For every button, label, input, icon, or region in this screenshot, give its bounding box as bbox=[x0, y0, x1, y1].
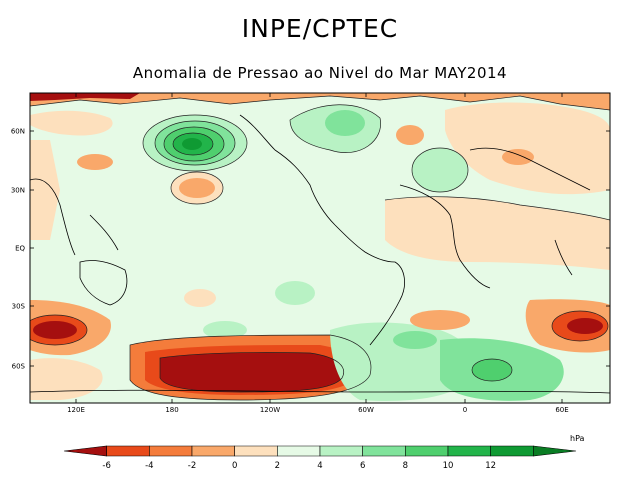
south-indian-high-core bbox=[33, 321, 77, 339]
south-atlantic-low-core bbox=[472, 359, 512, 381]
legend-color-swatch bbox=[447, 445, 491, 457]
legend-color-swatch bbox=[319, 445, 363, 457]
south-atlantic-low-outer bbox=[330, 322, 474, 401]
legend-color-swatch bbox=[277, 445, 321, 457]
lon-tick-label: 120E bbox=[67, 406, 85, 414]
map-panel bbox=[30, 93, 610, 403]
legend-tick-label: 10 bbox=[443, 461, 454, 471]
arctic-deep-low bbox=[30, 93, 140, 101]
arctic-anomaly-region bbox=[30, 93, 610, 110]
legend-tick-label: 12 bbox=[485, 461, 496, 471]
coastlines bbox=[30, 114, 610, 394]
mid-atlantic-low bbox=[412, 148, 468, 192]
north-pacific-high bbox=[179, 178, 215, 198]
contour-lines bbox=[30, 95, 610, 401]
legend-color-swatch bbox=[106, 445, 150, 457]
lon-tick-label: 60W bbox=[358, 406, 374, 414]
legend-tick-label: 8 bbox=[403, 461, 408, 471]
south-atlantic-low-west bbox=[393, 331, 437, 349]
lat-tick-label: 30N bbox=[11, 187, 25, 195]
lon-tick-label: 180 bbox=[165, 406, 178, 414]
legend-tick-label: -2 bbox=[188, 461, 196, 471]
latitude-axis: 60N 30N EQ 30S 60S bbox=[11, 128, 610, 371]
map-subtitle: Anomalia de Pressao ao Nivel do Mar MAY2… bbox=[132, 64, 508, 82]
lat-tick-label: EQ bbox=[15, 245, 25, 253]
southeast-pacific-low bbox=[203, 321, 247, 339]
europe-positive-core bbox=[502, 149, 534, 165]
aleutian-low-core bbox=[182, 138, 202, 150]
south-pacific-low bbox=[275, 281, 315, 305]
north-atlantic-low-core bbox=[325, 110, 365, 136]
eurasia-positive bbox=[445, 102, 610, 195]
legend-tick-label: -4 bbox=[145, 461, 153, 471]
lat-tick-label: 30S bbox=[12, 303, 26, 311]
south-atlantic-positive bbox=[410, 310, 470, 330]
legend-color-swatch bbox=[490, 445, 534, 457]
legend-tick-label: 6 bbox=[360, 461, 365, 471]
north-asia-anomaly bbox=[30, 110, 113, 136]
legend-color-swatch bbox=[191, 445, 235, 457]
iceland-positive bbox=[396, 125, 424, 145]
lon-tick-label: 0 bbox=[463, 406, 467, 414]
southern-pacific-high-core bbox=[160, 352, 344, 392]
australia-south-high-core bbox=[567, 318, 603, 334]
tropical-atlantic-indian-positive bbox=[385, 196, 610, 270]
legend-tick-label: 0 bbox=[232, 461, 237, 471]
lon-tick-label: 120W bbox=[260, 406, 280, 414]
lat-tick-label: 60N bbox=[11, 128, 25, 136]
west-edge-positive bbox=[30, 140, 60, 240]
legend-color-swatch bbox=[234, 445, 278, 457]
legend-tick-label: 2 bbox=[275, 461, 280, 471]
east-asia-positive bbox=[77, 154, 113, 170]
antarctic-positive-west bbox=[30, 358, 103, 400]
legend-color-swatch bbox=[405, 445, 449, 457]
legend-color-swatch bbox=[533, 445, 577, 457]
legend-color-swatch bbox=[149, 445, 193, 457]
south-pacific-positive bbox=[184, 289, 216, 307]
page-title: INPE/CPTEC bbox=[241, 14, 399, 43]
legend-color-swatch bbox=[63, 445, 107, 457]
lat-tick-label: 60S bbox=[12, 363, 26, 371]
legend-colorbar: -6 -4 -2 0 2 4 6 8 10 12 bbox=[63, 445, 577, 471]
tropical-pacific-neutral bbox=[120, 200, 400, 266]
lon-tick-label: 60E bbox=[555, 406, 568, 414]
longitude-axis: 120E 180 120W 60W 0 60E bbox=[67, 93, 569, 414]
legend-color-swatch bbox=[362, 445, 406, 457]
legend-tick-label: -6 bbox=[102, 461, 110, 471]
legend-units: hPa bbox=[570, 434, 585, 443]
legend-tick-label: 4 bbox=[317, 461, 322, 471]
